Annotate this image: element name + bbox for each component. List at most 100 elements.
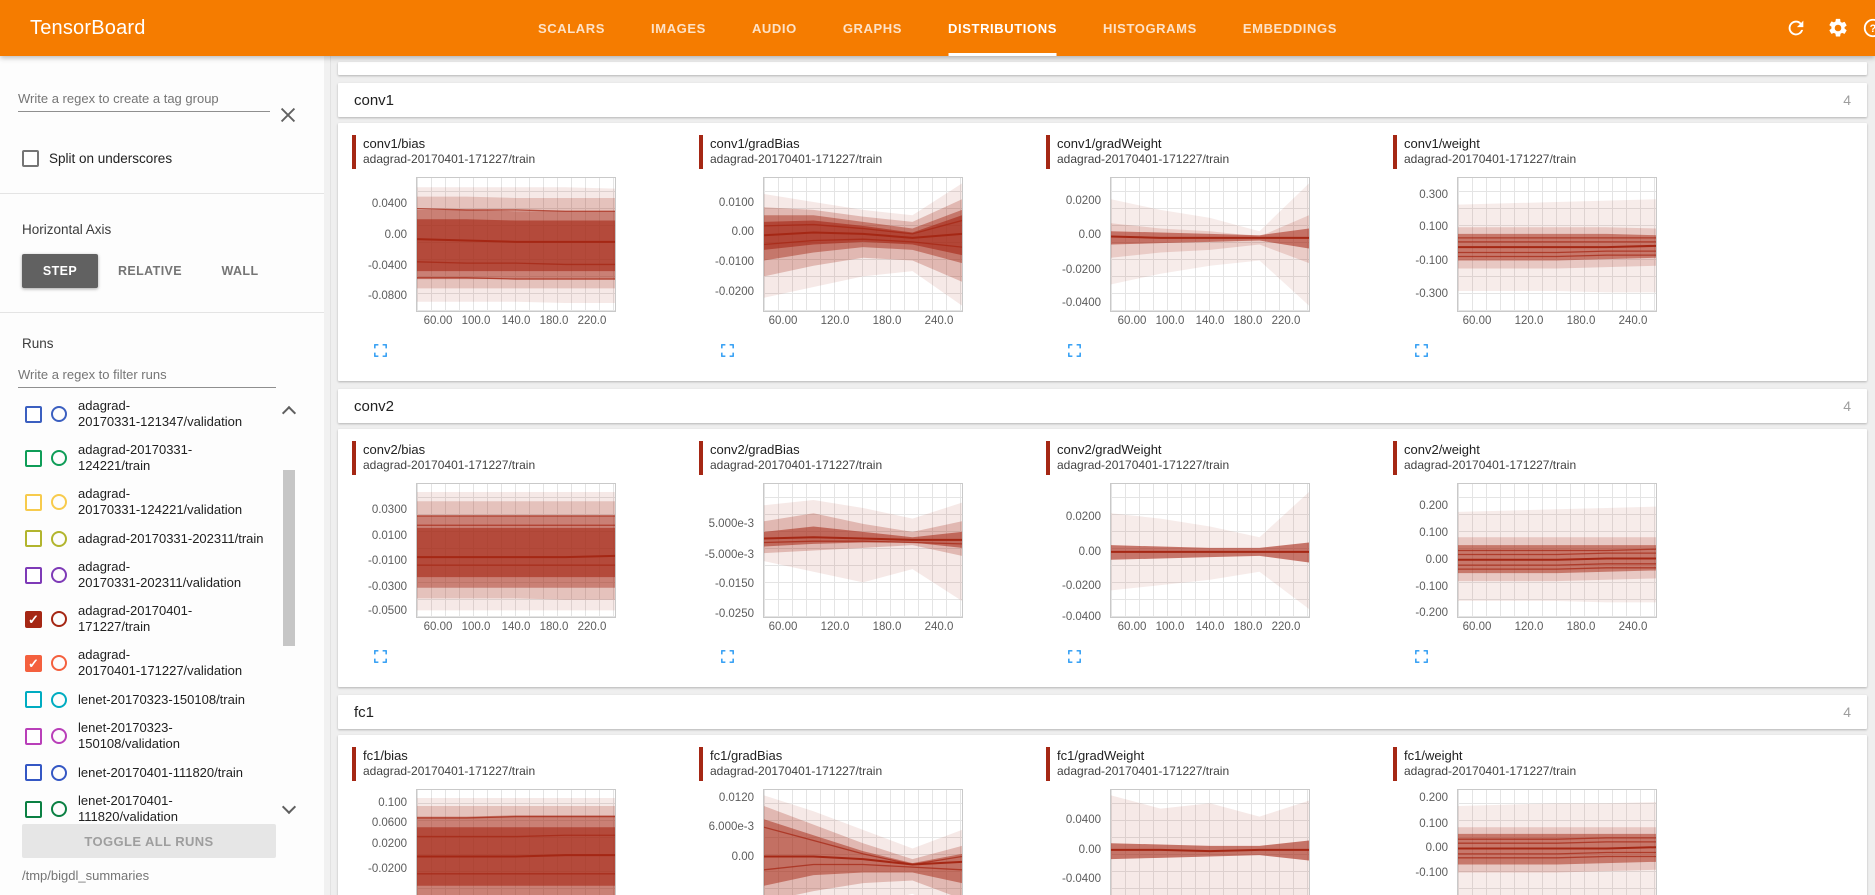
expand-chart-icon[interactable] <box>719 648 736 665</box>
run-list-item[interactable]: lenet-20170401-111820/validation <box>0 793 330 822</box>
y-tick-label: -0.200 <box>1415 606 1448 619</box>
help-icon[interactable]: ? <box>1862 17 1875 39</box>
run-checkbox[interactable] <box>25 449 42 467</box>
settings-gear-icon[interactable] <box>1827 17 1849 39</box>
expand-chart-icon[interactable] <box>1413 342 1430 359</box>
run-color-bar <box>1393 135 1397 169</box>
x-tick-label: 60.00 <box>768 315 798 327</box>
section-header-conv1[interactable]: conv1 4 <box>338 83 1867 117</box>
y-tick-label: -0.0400 <box>367 260 407 273</box>
expand-chart-icon[interactable] <box>1413 648 1430 665</box>
tag-group-regex-input[interactable] <box>18 86 270 112</box>
clear-tag-filter-icon[interactable] <box>277 104 299 126</box>
run-list-item[interactable]: lenet-20170323-150108/validation <box>0 720 330 752</box>
runs-list-scrollbar[interactable] <box>281 398 297 822</box>
distribution-plot[interactable] <box>763 177 963 312</box>
runs-filter-input[interactable] <box>18 362 276 388</box>
run-label: adagrad- 20170331-124221/validation <box>78 486 243 517</box>
tab-distributions[interactable]: DISTRIBUTIONS <box>948 0 1057 56</box>
section-header-fc1[interactable]: fc1 4 <box>338 695 1867 729</box>
charts-grid: fc1/bias adagrad-20170401-171227/train 0.1… <box>352 747 1867 895</box>
axis-option-step[interactable]: STEP <box>22 254 98 288</box>
scrollbar-thumb[interactable] <box>283 470 295 646</box>
x-axis-labels: 60.00 120.0 180.0 240.0 <box>1457 621 1657 634</box>
tab-histograms[interactable]: HISTOGRAMS <box>1102 20 1197 36</box>
y-tick-label: 0.00 <box>731 226 754 239</box>
expand-chart-icon[interactable] <box>719 342 736 359</box>
expand-chart-icon[interactable] <box>1066 342 1083 359</box>
distribution-plot[interactable] <box>416 789 616 895</box>
tab-scalars[interactable]: SCALARS <box>538 20 606 36</box>
refresh-icon[interactable] <box>1785 17 1807 39</box>
sidebar-scrollbar-track[interactable] <box>324 56 330 895</box>
distribution-plot[interactable] <box>1110 177 1310 312</box>
section-header-conv2[interactable]: conv2 4 <box>338 389 1867 423</box>
run-list-item[interactable]: lenet-20170323-150108/train <box>0 691 330 708</box>
run-list-item[interactable]: lenet-20170401-111820/train <box>0 764 330 781</box>
axis-option-wall[interactable]: WALL <box>221 264 259 278</box>
expand-chart-icon[interactable] <box>1066 648 1083 665</box>
chart-header: fc1/gradWeight adagrad-20170401-171227/tr… <box>1046 747 1393 781</box>
run-list-item[interactable]: adagrad-20170331-124221/train <box>0 442 330 474</box>
scroll-up-icon[interactable] <box>281 405 297 421</box>
distribution-plot[interactable] <box>1110 483 1310 618</box>
x-tick-label: 60.00 <box>1462 621 1492 633</box>
axis-option-relative[interactable]: RELATIVE <box>117 264 183 278</box>
tab-audio[interactable]: AUDIO <box>751 20 797 36</box>
run-checkbox[interactable] <box>25 566 42 584</box>
run-checkbox[interactable] <box>25 764 42 781</box>
split-underscores-checkbox[interactable] <box>22 150 39 167</box>
chart-titles: conv2/gradBias adagrad-20170401-171227/tr… <box>710 441 882 475</box>
distribution-plot[interactable] <box>416 177 616 312</box>
split-underscores-row[interactable]: Split on underscores <box>22 150 172 167</box>
distribution-plot[interactable] <box>1457 177 1657 312</box>
distribution-plot[interactable] <box>763 483 963 618</box>
section-content-fc1: fc1/bias adagrad-20170401-171227/train 0.1… <box>338 735 1867 895</box>
run-checkbox[interactable] <box>25 800 42 818</box>
run-color-bar <box>699 441 703 475</box>
tab-embeddings[interactable]: EMBEDDINGS <box>1242 20 1337 36</box>
chart-title: conv1/weight <box>1404 136 1480 151</box>
tab-images[interactable]: IMAGES <box>651 20 706 36</box>
run-checkbox[interactable]: ✓ <box>25 654 42 672</box>
y-axis-labels: 0.200 0.100 0.00 -0.100 <box>1393 789 1457 895</box>
x-tick-label: 120.0 <box>820 621 850 633</box>
expand-chart-icon[interactable] <box>372 648 389 665</box>
x-tick-label: 120.0 <box>1514 621 1544 633</box>
distribution-plot[interactable] <box>1457 789 1657 895</box>
run-list-item[interactable]: adagrad- 20170331-121347/validation <box>0 398 330 430</box>
x-tick-label: 220.0 <box>577 621 607 633</box>
run-checkbox[interactable] <box>25 691 42 708</box>
distribution-plot[interactable] <box>1457 483 1657 618</box>
run-checkbox[interactable] <box>25 727 42 745</box>
distribution-plot[interactable] <box>1110 789 1310 895</box>
plot-row: 0.0300 0.0100 -0.0100 -0.0300 -0.0500 <box>352 483 699 618</box>
toggle-all-runs-button[interactable]: TOGGLE ALL RUNS <box>22 824 276 858</box>
run-list-item[interactable]: ✓ adagrad-20170401-171227/train <box>0 603 330 635</box>
run-checkbox[interactable] <box>25 493 42 511</box>
run-list-item[interactable]: adagrad- 20170331-124221/validation <box>0 486 330 518</box>
distribution-plot[interactable] <box>763 789 963 895</box>
chart-card: fc1/weight adagrad-20170401-171227/train 0… <box>1393 747 1740 895</box>
run-checkbox[interactable]: ✓ <box>25 610 42 628</box>
scroll-down-icon[interactable] <box>281 799 297 815</box>
y-axis-labels: 0.100 0.0600 0.0200 -0.0200 <box>352 789 416 895</box>
run-checkbox[interactable] <box>25 405 42 423</box>
run-list-item[interactable]: adagrad-20170331-202311/train <box>0 530 330 547</box>
tab-graphs[interactable]: GRAPHS <box>842 20 903 36</box>
x-tick-label: 60.00 <box>1117 315 1147 327</box>
distribution-plot[interactable] <box>416 483 616 618</box>
expand-chart-icon[interactable] <box>372 342 389 359</box>
run-list-item[interactable]: ✓ adagrad- 20170401-171227/validation <box>0 647 330 679</box>
run-checkbox[interactable] <box>25 530 42 547</box>
y-tick-label: 0.200 <box>1419 499 1448 512</box>
run-list-item[interactable]: adagrad- 20170331-202311/validation <box>0 559 330 591</box>
chart-titles: fc1/bias adagrad-20170401-171227/train <box>363 747 535 781</box>
y-tick-label: -5.000e-3 <box>704 548 754 561</box>
y-tick-label: 0.0200 <box>371 838 407 851</box>
chart-run-name: adagrad-20170401-171227/train <box>710 152 883 166</box>
y-axis-labels: 5.000e-3 -5.000e-3 -0.0150 -0.0250 <box>699 483 763 620</box>
chart-card: conv1/weight adagrad-20170401-171227/trai… <box>1393 135 1740 359</box>
run-label: adagrad- 20170401-171227/validation <box>78 647 243 678</box>
run-color-bar <box>699 747 703 781</box>
